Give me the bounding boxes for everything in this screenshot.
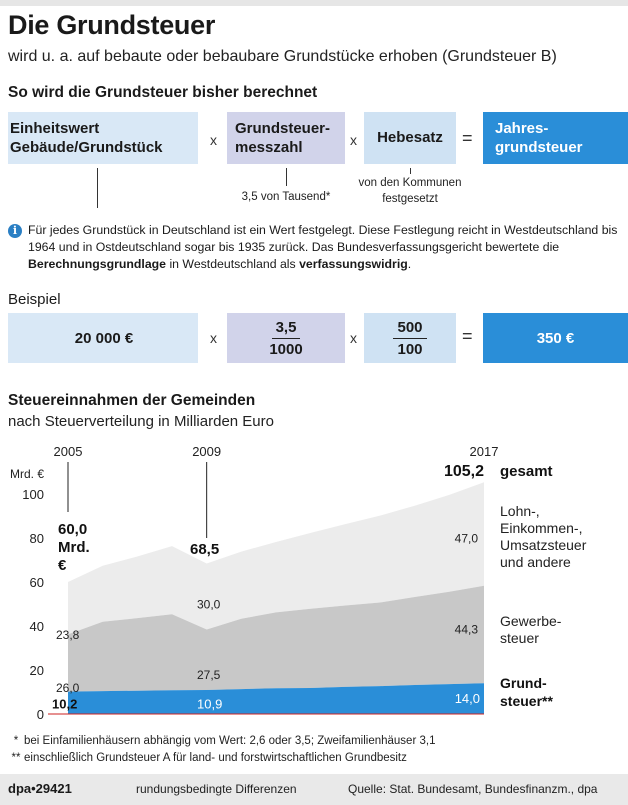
y-axis-unit: Mrd. € bbox=[10, 467, 44, 481]
example-fraction-1: 3,5 1000 bbox=[269, 319, 302, 358]
value-grund-2017: 14,0 bbox=[455, 691, 480, 706]
legend-gewerbe-line-2: steuer bbox=[500, 630, 539, 646]
legend-grund-line-2: steuer** bbox=[500, 693, 553, 709]
legend-andere-line-1: Lohn-, bbox=[500, 503, 540, 519]
footnote-2-marker: ** bbox=[11, 752, 21, 764]
example-hebesatz-box: 500 100 bbox=[364, 313, 456, 363]
messzahl-box: Grundsteuer- messzahl bbox=[227, 112, 345, 164]
value-gewerbe-2017: 44,3 bbox=[455, 623, 479, 637]
messzahl-label-1: Grundsteuer- bbox=[235, 119, 331, 137]
info-bold-verfassungswidrig: verfassungswidrig bbox=[299, 257, 408, 271]
example-equals: = bbox=[462, 326, 473, 346]
andere-steuern-area bbox=[68, 482, 484, 635]
value-grund-2005: 10,2 bbox=[52, 697, 77, 712]
y-tick-label: 40 bbox=[30, 619, 44, 634]
einheitswert-label-2: Gebäude/Grundstück bbox=[10, 139, 163, 156]
example-value: 20 000 € bbox=[74, 329, 134, 347]
example-messzahl-box: 3,5 1000 bbox=[227, 313, 345, 363]
jahresgrundsteuer-label-1: Jahres- bbox=[495, 119, 549, 137]
messzahl-label-2: messzahl bbox=[235, 139, 303, 156]
fraction-2-denominator: 100 bbox=[397, 340, 423, 358]
hebesatz-note-line-2: festgesetzt bbox=[382, 192, 438, 205]
info-text-part-3: . bbox=[407, 257, 412, 271]
messzahl-connector bbox=[286, 168, 287, 186]
chart-subtitle: nach Steuerverteilung in Milliarden Euro bbox=[8, 413, 274, 430]
hebesatz-box: Hebesatz bbox=[364, 112, 456, 164]
gewerbesteuer-area bbox=[68, 585, 484, 692]
grundsteuer-area bbox=[68, 683, 484, 714]
legend-grund-line-1: Grund- bbox=[500, 675, 547, 691]
fraction-2-numerator: 500 bbox=[393, 319, 427, 339]
y-tick-label: 100 bbox=[22, 487, 44, 502]
legend-andere-line-4: und andere bbox=[500, 554, 571, 570]
value-gewerbe-2005: 26,0 bbox=[56, 681, 80, 695]
rounding-note: rundungsbedingte Differenzen bbox=[136, 782, 297, 796]
einheitswert-connector bbox=[97, 168, 98, 208]
value-grund-2009: 10,9 bbox=[197, 697, 222, 712]
top-bar bbox=[0, 0, 628, 6]
y-tick-label: 60 bbox=[30, 575, 44, 590]
example-result-box: 350 € bbox=[483, 313, 628, 363]
dpa-graphic-id: dpa•29421 bbox=[8, 781, 72, 796]
example-times-1: x bbox=[210, 330, 217, 346]
fraction-1-denominator: 1000 bbox=[269, 340, 303, 358]
total-2005-unit: Mrd. bbox=[58, 539, 90, 556]
fraction-1-numerator: 3,5 bbox=[271, 319, 301, 339]
messzahl-note: 3,5 von Tausend* bbox=[241, 191, 331, 203]
times-operator-1: x bbox=[210, 132, 217, 148]
footnote-1-marker: * bbox=[13, 735, 19, 747]
info-text: Für jedes Grundstück in Deutschland ist … bbox=[28, 222, 620, 273]
footnote-1-text: bei Einfamilienhäusern abhängig vom Wert… bbox=[24, 735, 436, 747]
total-2017: 105,2 bbox=[444, 463, 484, 480]
y-tick-label: 20 bbox=[30, 663, 44, 678]
year-label-2009: 2009 bbox=[192, 444, 221, 459]
info-text-part-2: in Westdeutschland als bbox=[166, 257, 300, 271]
hebesatz-note-line-1: von den Kommunen bbox=[358, 177, 462, 189]
legend-andere-line-3: Umsatzsteuer bbox=[500, 537, 587, 553]
tax-revenue-area-chart: 0 20 40 60 80 100 Mrd. € 2005 2009 2017 60,0Mrd.€6… bbox=[10, 444, 587, 722]
total-2005: 60,0 bbox=[58, 521, 87, 538]
page-subtitle: wird u. a. auf bebaute oder bebaubare Gr… bbox=[8, 48, 557, 65]
formula-heading: So wird die Grundsteuer bisher berechnet bbox=[8, 84, 318, 101]
jahresgrundsteuer-label-2: grundsteuer bbox=[495, 139, 583, 156]
value-andere-2005: 23,8 bbox=[56, 628, 80, 642]
info-bold-berechnungsgrundlage: Berechnungsgrundlage bbox=[28, 257, 167, 271]
footnote-1: * bei Einfamilienhäusern abhängig vom Wer… bbox=[8, 735, 436, 747]
hebesatz-label: Hebesatz bbox=[377, 129, 443, 147]
jahresgrundsteuer-box: Jahres- grundsteuer bbox=[483, 112, 628, 164]
value-andere-2009: 30,0 bbox=[197, 597, 221, 611]
legend-andere-line-2: Einkommen-, bbox=[500, 520, 582, 536]
source-note: Quelle: Stat. Bundesamt, Bundesfinanzm.,… bbox=[348, 782, 598, 796]
einheitswert-box: Einheitswert Gebäude/Grundstück bbox=[8, 112, 198, 164]
y-tick-label: 80 bbox=[30, 531, 44, 546]
value-andere-2017: 47,0 bbox=[455, 531, 479, 545]
page-title: Die Grundsteuer bbox=[8, 10, 216, 40]
hebesatz-note: von den Kommunen festgesetzt bbox=[344, 176, 476, 207]
year-label-2005: 2005 bbox=[54, 444, 83, 459]
info-icon: i bbox=[8, 224, 22, 238]
footnote-2-text: einschließlich Grundsteuer A für land- u… bbox=[24, 752, 407, 764]
example-times-2: x bbox=[350, 330, 357, 346]
total-2005-currency: € bbox=[58, 557, 67, 574]
example-label: Beispiel bbox=[8, 291, 61, 308]
einheitswert-label-1: Einheitswert bbox=[10, 119, 100, 137]
y-tick-label: 0 bbox=[37, 707, 44, 722]
year-label-2017: 2017 bbox=[470, 444, 499, 459]
times-operator-2: x bbox=[350, 132, 357, 148]
value-gewerbe-2009: 27,5 bbox=[197, 668, 221, 682]
footer-bar bbox=[0, 774, 628, 805]
example-result: 350 € bbox=[536, 329, 575, 347]
total-2017-suffix: gesamt bbox=[500, 463, 553, 480]
chart-title: Steuereinnahmen der Gemeinden bbox=[8, 392, 256, 409]
hebesatz-connector bbox=[410, 168, 411, 174]
info-text-part-1: Für jedes Grundstück in Deutschland ist … bbox=[28, 223, 618, 254]
equals-operator: = bbox=[462, 128, 473, 148]
example-fraction-2: 500 100 bbox=[393, 319, 427, 358]
total-2009: 68,5 bbox=[190, 541, 219, 558]
example-value-box: 20 000 € bbox=[8, 313, 198, 363]
legend-gewerbe-line-1: Gewerbe- bbox=[500, 613, 562, 629]
footnote-2: ** einschließlich Grundsteuer A für land-… bbox=[8, 752, 407, 764]
